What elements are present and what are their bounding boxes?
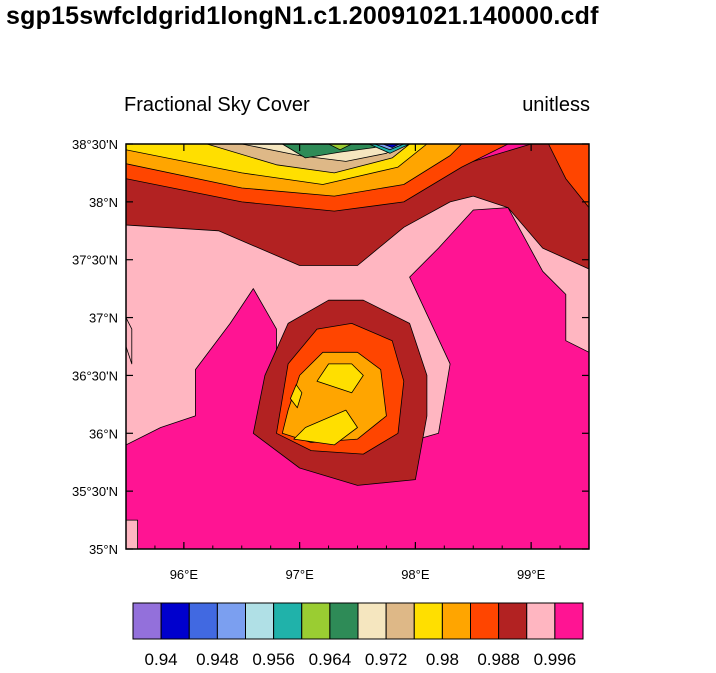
colorbar-swatch <box>216 602 247 640</box>
colorbar-label: 0.94 <box>145 650 178 669</box>
x-tick-label: 99°E <box>517 567 546 582</box>
colorbar-swatch <box>188 602 218 640</box>
colorbar-swatch <box>526 602 556 640</box>
contour-region <box>281 144 382 159</box>
colorbar-swatch <box>470 602 500 640</box>
colorbar-swatch <box>245 602 275 640</box>
contour-region <box>126 519 139 549</box>
chart-title: Fractional Sky Cover <box>124 94 310 116</box>
colorbar-label: 0.956 <box>252 650 295 669</box>
y-tick-label: 38°N <box>89 195 118 210</box>
contour-region <box>328 144 353 151</box>
axes: 96°E 97°E 98°E 99°E 35°N 35°30'N 36°N 36°30'N 37… <box>72 137 590 582</box>
colorbar-swatch <box>273 602 303 640</box>
colorbar-label: 0.948 <box>196 650 239 669</box>
colorbar-swatch <box>357 602 387 640</box>
y-tick-label: 35°N <box>89 542 118 557</box>
y-tick-label: 36°30'N <box>72 368 118 383</box>
colorbar-swatch <box>301 602 331 640</box>
units-label: unitless <box>522 94 590 116</box>
y-tick-label: 37°30'N <box>72 253 118 268</box>
colorbar: 0.94 0.948 0.956 0.964 0.972 0.98 0.988 0.996 <box>132 602 584 669</box>
colorbar-swatch <box>554 602 584 640</box>
contour-region <box>126 207 589 549</box>
contour-region <box>548 144 589 209</box>
contour-region <box>293 409 358 446</box>
x-tick-label: 97°E <box>285 567 314 582</box>
contour-region <box>126 317 133 365</box>
file-title: sgp15swfcldgrid1longN1.c1.20091021.14000… <box>6 2 599 30</box>
colorbar-swatch <box>498 602 528 640</box>
colorbar-swatch <box>160 602 190 640</box>
x-tick-label: 96°E <box>170 567 199 582</box>
y-tick-label: 38°30'N <box>72 137 118 152</box>
contour-region <box>382 144 400 148</box>
contour-region <box>289 384 303 409</box>
colorbar-label: 0.964 <box>309 650 352 669</box>
colorbar-label: 0.98 <box>426 650 459 669</box>
colorbar-label: 0.988 <box>477 650 520 669</box>
colorbar-swatch <box>441 602 472 640</box>
colorbar-swatch <box>385 602 415 640</box>
colorbar-label: 0.972 <box>365 650 408 669</box>
y-tick-label: 35°30'N <box>72 484 118 499</box>
y-tick-label: 36°N <box>89 426 118 441</box>
contour-region <box>316 363 364 394</box>
colorbar-label: 0.996 <box>534 650 577 669</box>
colorbar-swatch <box>329 602 359 640</box>
colorbar-swatch <box>132 602 162 640</box>
contour-fills <box>126 144 589 549</box>
x-tick-label: 98°E <box>401 567 430 582</box>
y-tick-label: 37°N <box>89 311 118 326</box>
colorbar-swatch <box>413 602 443 640</box>
